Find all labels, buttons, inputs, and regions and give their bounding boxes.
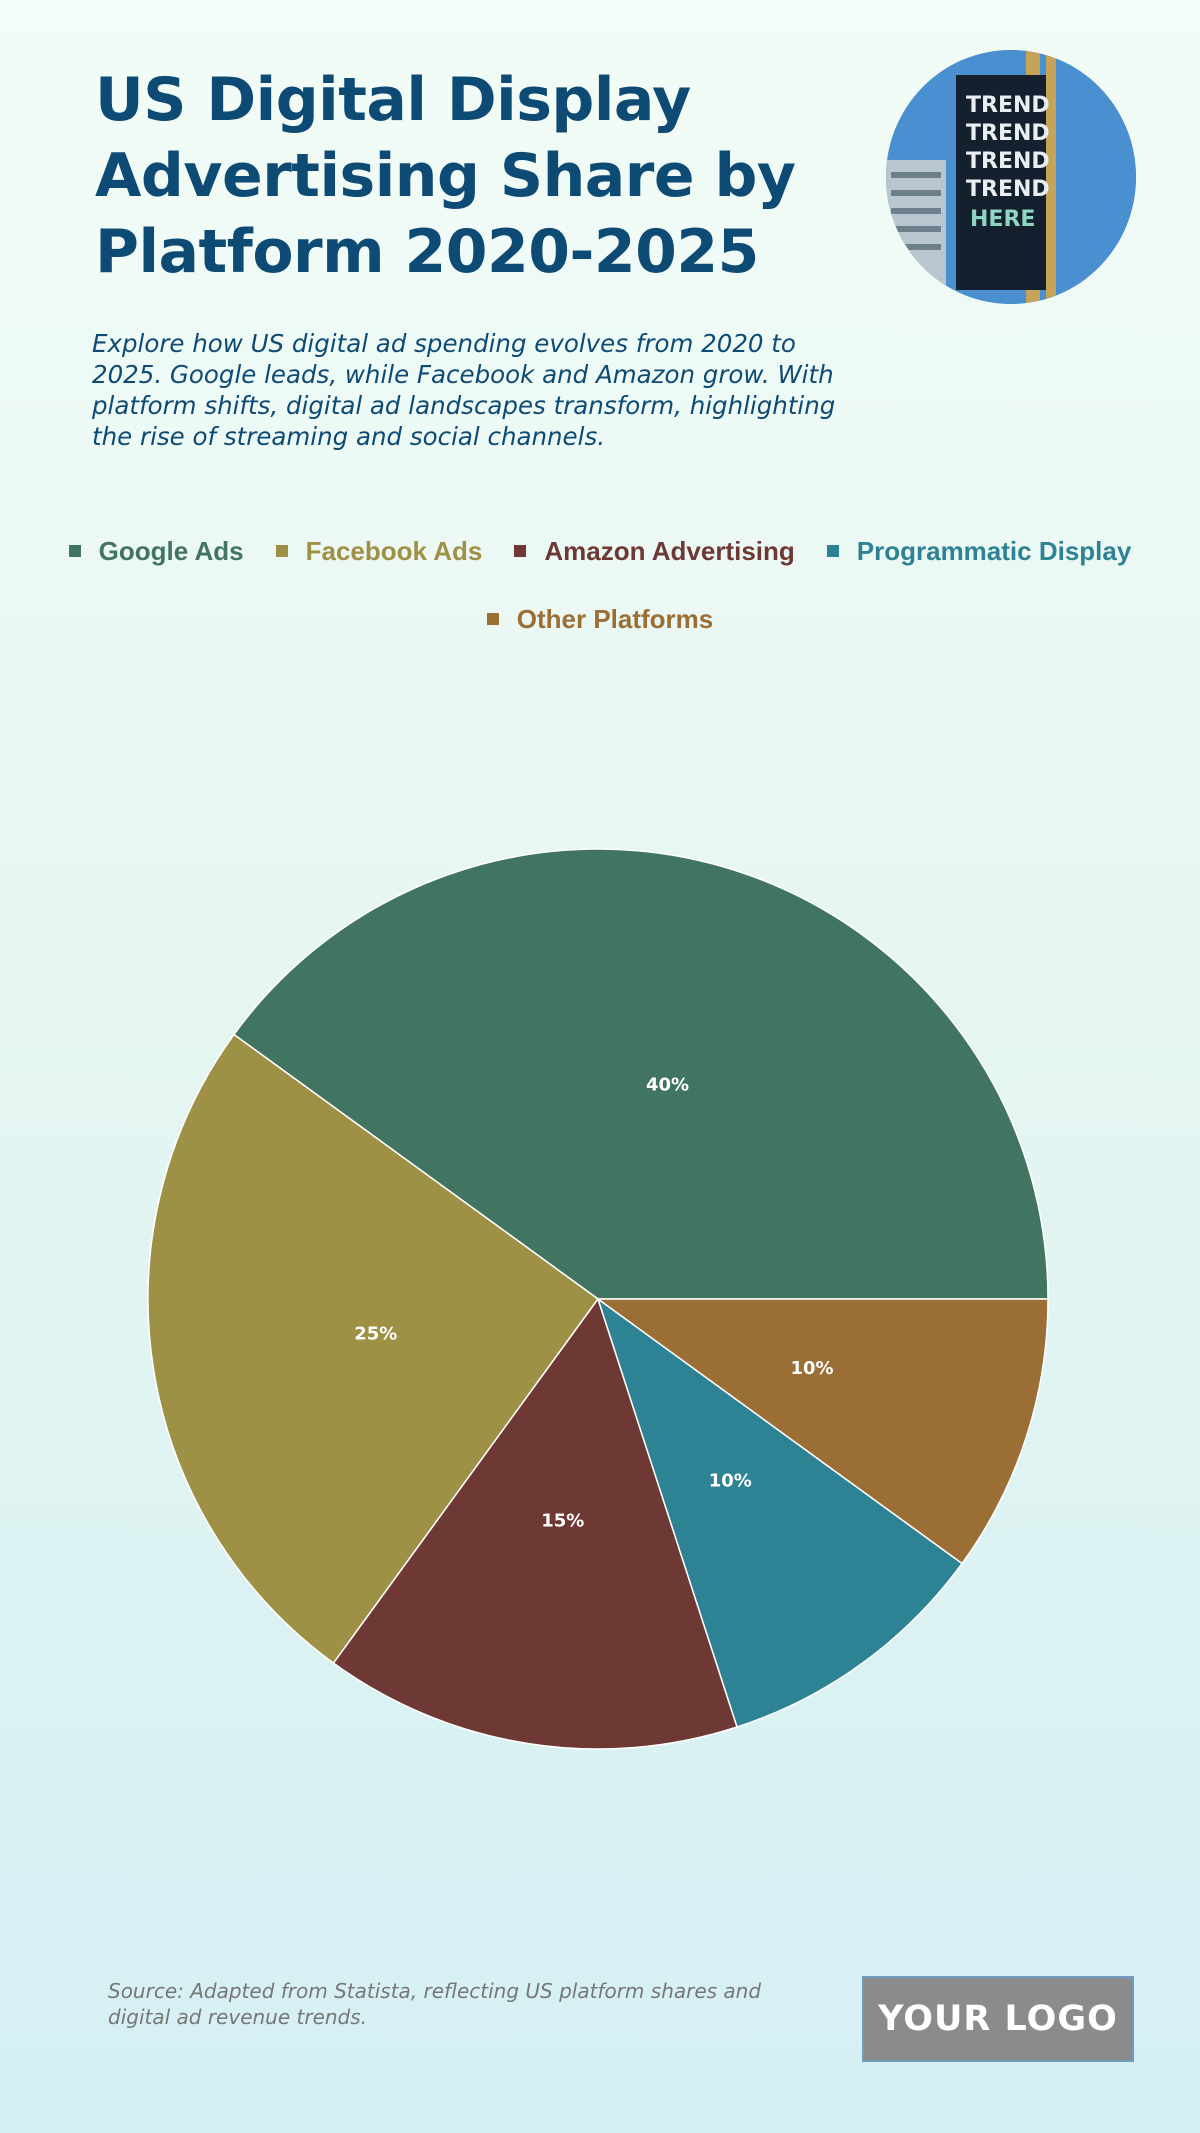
pie-slice-other-platforms [595, 1298, 1049, 1565]
legend-item-programmatic-display: Programmatic Display [826, 536, 1132, 566]
logo-placeholder: YOUR LOGO [862, 1976, 1134, 2062]
svg-text:TREND: TREND [966, 177, 1050, 202]
pie-slice-programmatic-display [596, 1297, 964, 1728]
legend-item-amazon-advertising: Amazon Advertising [514, 536, 795, 566]
pie-slices [147, 848, 1049, 1750]
legend-item-other-platforms: Other Platforms [486, 604, 714, 634]
pie-slice-amazon-advertising [332, 1297, 739, 1750]
chart-legend: Google Ads Facebook Ads Amazon Advertisi… [40, 536, 1160, 634]
svg-text:TREND: TREND [966, 121, 1050, 146]
pie-labels: 40% 25% 15% 10% 10% [354, 1075, 833, 1532]
legend-label: Google Ads [98, 536, 244, 566]
legend-label: Programmatic Display [856, 536, 1132, 566]
legend-item-google-ads: Google Ads [68, 536, 244, 566]
pie-chart: 40% 25% 15% 10% 10% [147, 848, 1049, 1750]
pie-data-label: 15% [541, 1511, 584, 1532]
legend-swatch [514, 545, 527, 557]
pie-data-label: 40% [646, 1075, 689, 1096]
legend-label: Other Platforms [516, 604, 714, 634]
legend-swatch [275, 545, 288, 557]
pie-data-label: 10% [709, 1471, 752, 1492]
billboard-photo: TREND TREND TREND TREND HERE [886, 50, 1136, 304]
page-title: US Digital Display Advertising Share by … [95, 65, 796, 287]
svg-text:HERE: HERE [970, 207, 1035, 232]
legend-label: Amazon Advertising [544, 536, 795, 566]
source-note: Source: Adapted from Statista, reflectin… [108, 1979, 762, 2029]
legend-swatch [486, 613, 499, 625]
legend-swatch [826, 545, 839, 557]
legend-label: Facebook Ads [305, 536, 483, 566]
pie-data-label: 25% [354, 1324, 397, 1345]
svg-text:TREND: TREND [966, 93, 1050, 118]
page-subtitle: Explore how US digital ad spending evolv… [92, 329, 836, 451]
legend-swatch [68, 545, 81, 557]
svg-text:TREND: TREND [966, 149, 1050, 174]
pie-data-label: 10% [790, 1358, 833, 1379]
legend-item-facebook-ads: Facebook Ads [275, 536, 483, 566]
pie-slice-facebook-ads [147, 1033, 600, 1665]
pie-slice-google-ads [232, 848, 1049, 1300]
